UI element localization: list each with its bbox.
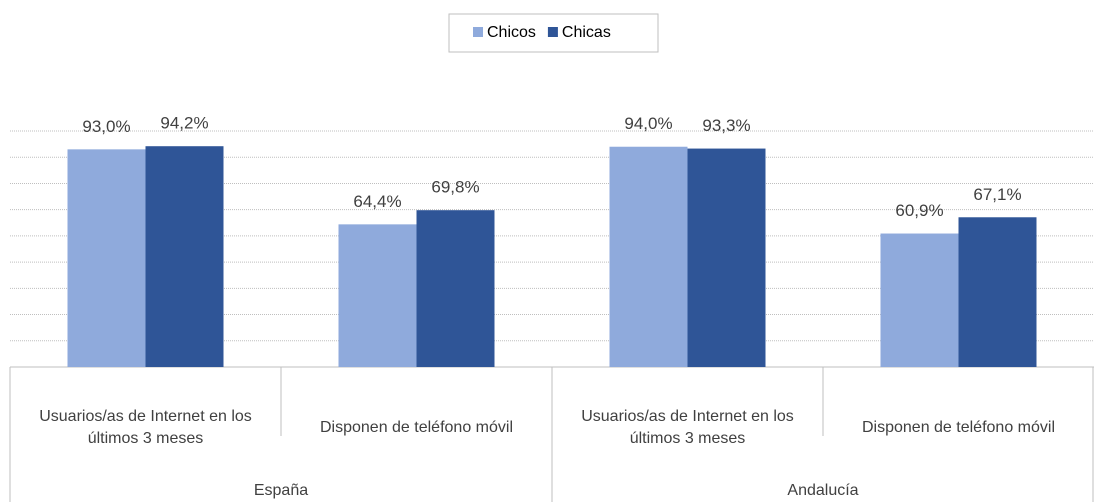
data-label: 94,0%: [624, 114, 672, 133]
bar: [958, 217, 1037, 367]
x-tick-label: Usuarios/as de Internet en los últimos 3…: [39, 408, 252, 447]
data-label: 67,1%: [973, 185, 1021, 204]
bar: [145, 146, 224, 367]
bar: [687, 148, 766, 367]
legend-label: Chicas: [562, 24, 611, 41]
x-tick-label: Disponen de teléfono móvil: [319, 419, 513, 436]
bar: [416, 210, 495, 367]
data-label: 69,8%: [431, 178, 479, 197]
data-label: 60,9%: [895, 201, 943, 220]
data-label: 93,3%: [702, 116, 750, 135]
x-tick-label: Usuarios/as de Internet en los últimos 3…: [581, 408, 794, 447]
legend-label: Chicos: [487, 24, 536, 41]
group-label: Andalucía: [787, 482, 859, 499]
data-label: 93,0%: [82, 117, 130, 136]
data-label: 64,4%: [353, 192, 401, 211]
bar: [338, 224, 417, 367]
legend-swatch: [473, 27, 483, 37]
group-label: España: [253, 482, 309, 499]
data-label: 94,2%: [160, 114, 208, 133]
x-tick-label: Disponen de teléfono móvil: [861, 419, 1055, 436]
bar: [609, 146, 688, 367]
bar: [67, 149, 146, 367]
bar: [880, 233, 959, 367]
legend-swatch: [547, 27, 558, 37]
